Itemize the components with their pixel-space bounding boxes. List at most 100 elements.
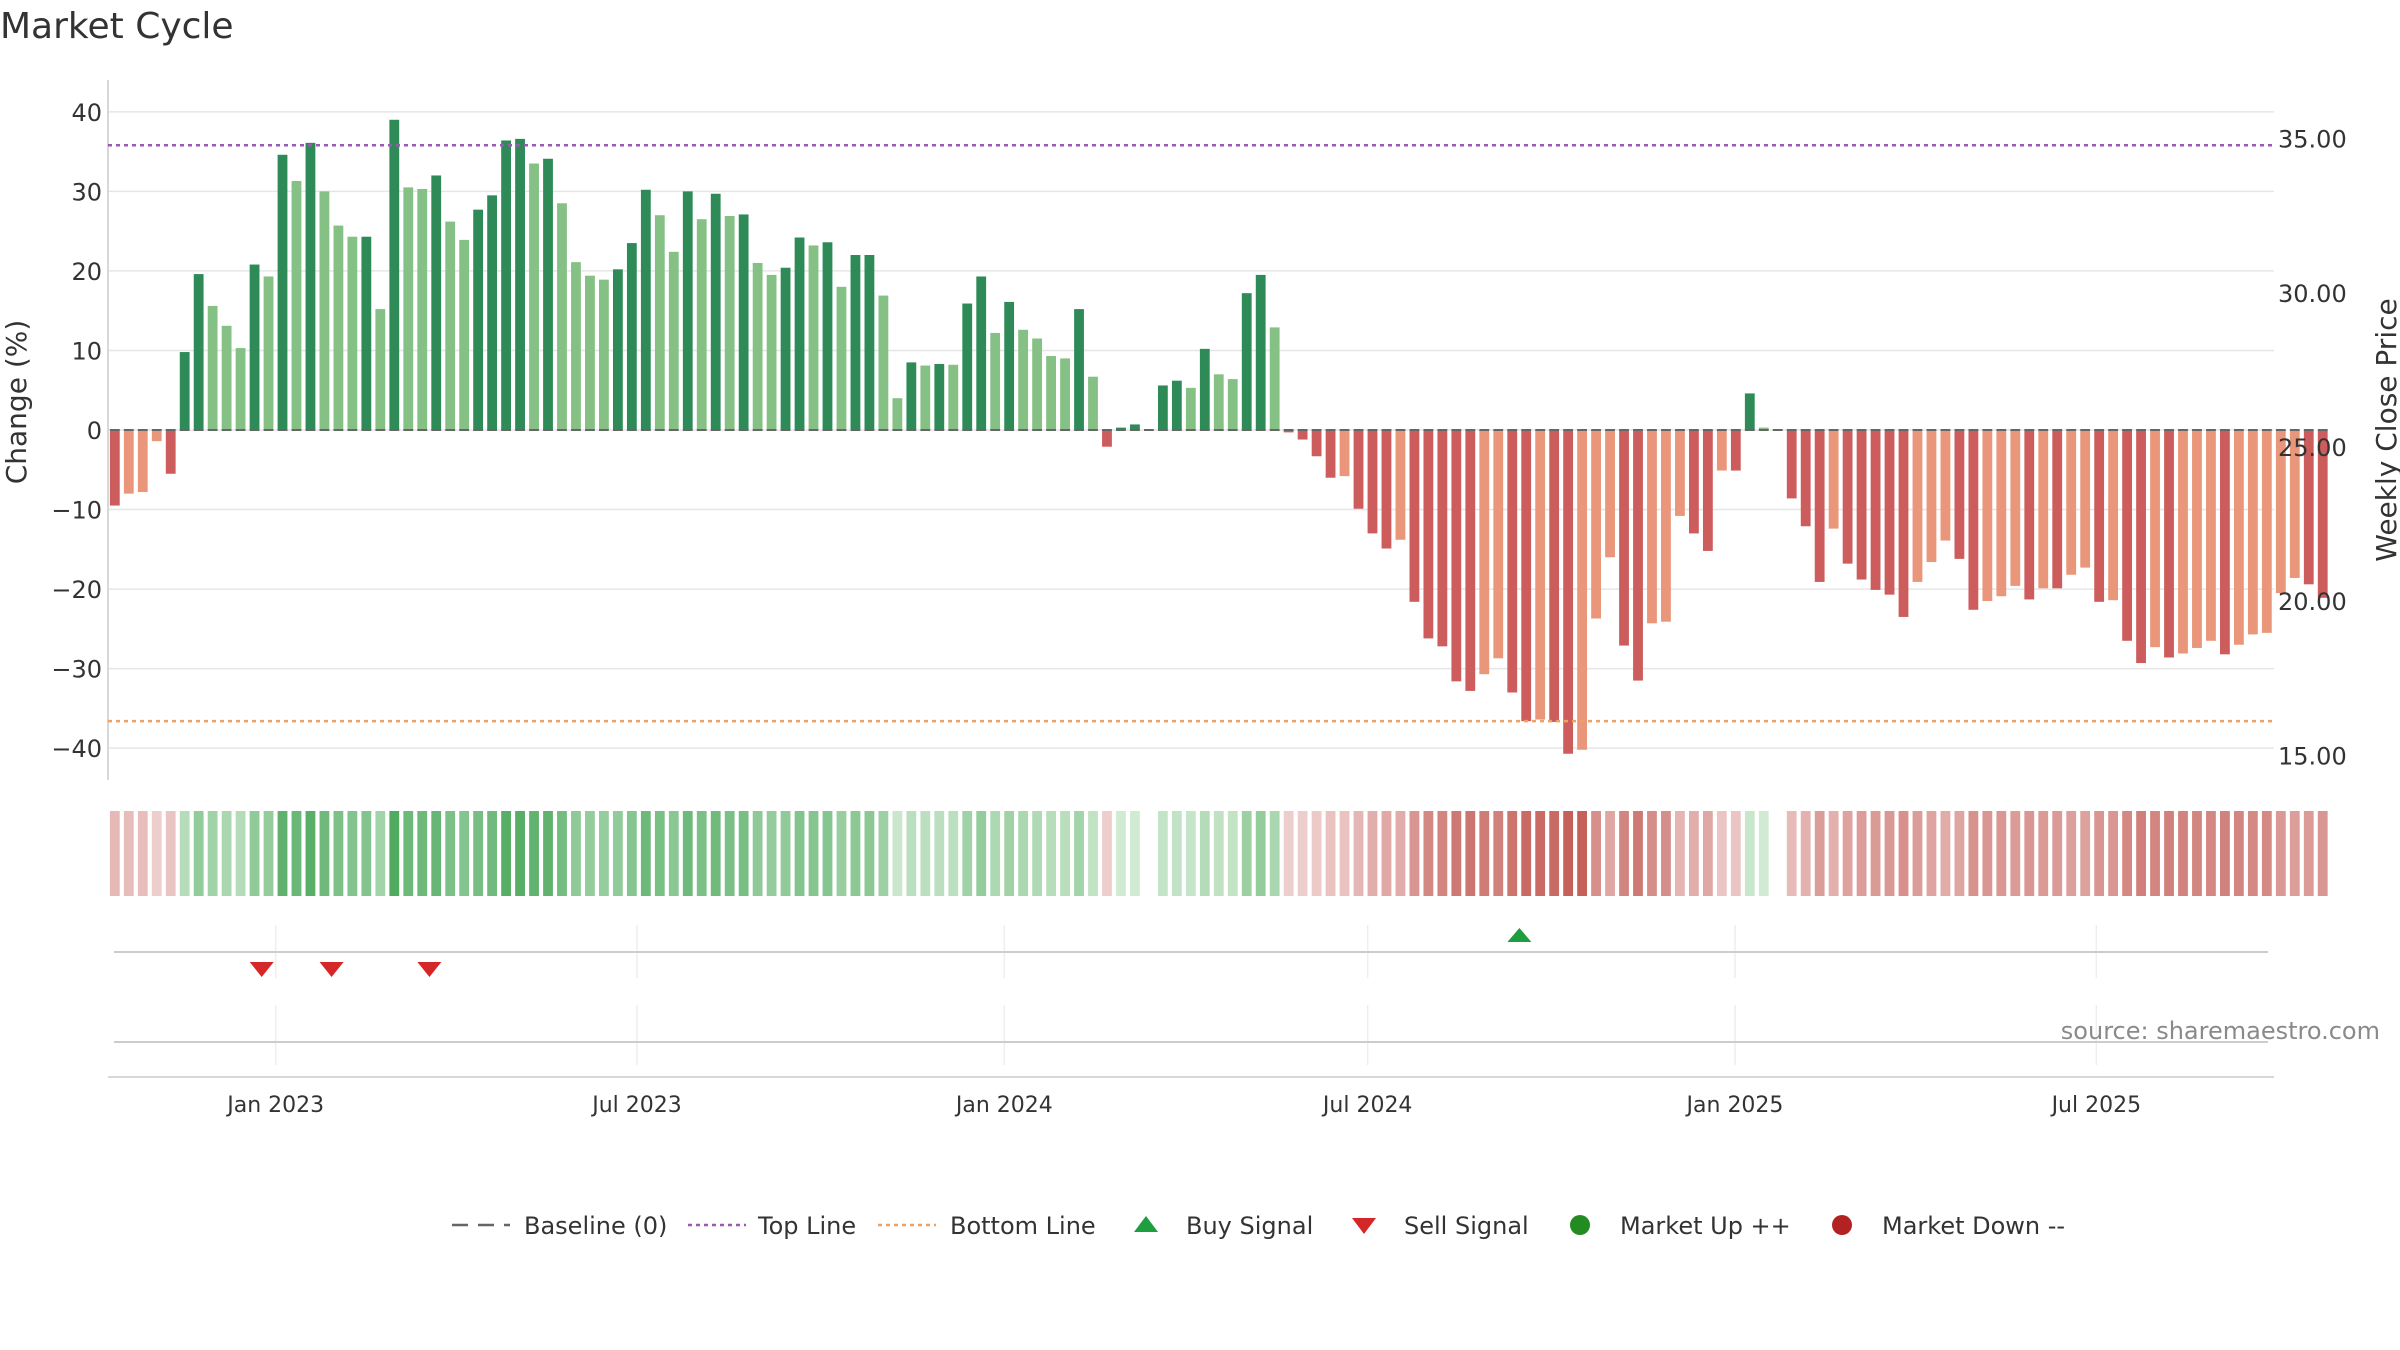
heat-cell	[585, 811, 595, 896]
y2-axis-label: Weekly Close Price	[2370, 298, 2400, 561]
bar	[1786, 430, 1797, 499]
heat-cell	[333, 811, 344, 896]
legend-label: Market Up ++	[1620, 1212, 1791, 1240]
heat-cell	[1619, 811, 1629, 896]
bar	[2178, 430, 2188, 654]
source-note: source: sharemaestro.com	[2061, 1017, 2380, 1045]
bar	[696, 219, 707, 430]
legend-swatch	[1352, 1218, 1376, 1234]
bar	[557, 203, 567, 430]
bar	[1116, 427, 1126, 430]
buy-signal-marker	[1507, 928, 1532, 942]
bar	[1046, 356, 1056, 430]
bar	[1130, 424, 1140, 430]
bar	[2275, 430, 2286, 594]
bar	[1563, 430, 1574, 754]
heat-cell	[347, 811, 358, 896]
heat-cell	[1046, 811, 1056, 896]
heat-cell	[962, 811, 973, 896]
heat-cell	[2024, 811, 2035, 896]
heat-cell	[123, 811, 134, 896]
heat-cell	[1605, 811, 1615, 896]
bar	[1633, 430, 1643, 681]
heat-cell	[1507, 811, 1518, 896]
heat-cell	[207, 811, 218, 896]
bar	[1619, 430, 1629, 646]
bar	[2220, 430, 2230, 655]
bar	[2024, 430, 2035, 600]
y-tick-label: 0	[87, 417, 102, 445]
bar	[920, 365, 931, 430]
sell-signal-marker	[319, 962, 344, 977]
bar	[2052, 430, 2063, 589]
legend-label: Sell Signal	[1404, 1212, 1529, 1240]
y-tick-label: −40	[51, 735, 102, 763]
legend-swatch	[1832, 1215, 1852, 1235]
heat-cell	[1185, 811, 1196, 896]
bar	[1688, 430, 1699, 534]
heat-cell	[1227, 811, 1238, 896]
heat-cell	[1437, 811, 1448, 896]
bar	[1884, 430, 1895, 595]
bar	[2192, 430, 2202, 648]
heat-cell	[1828, 811, 1839, 896]
heat-cell	[1633, 811, 1643, 896]
bar	[431, 175, 442, 430]
heat-cell	[2192, 811, 2202, 896]
heat-cell	[2080, 811, 2091, 896]
bar	[1591, 430, 1601, 619]
heat-cell	[1116, 811, 1126, 896]
legend-item: Sell Signal	[1352, 1212, 1529, 1240]
heat-cell	[2178, 811, 2188, 896]
bar	[151, 430, 162, 442]
bar	[1157, 385, 1168, 430]
heat-cell	[235, 811, 246, 896]
heat-cell	[1591, 811, 1601, 896]
bar	[934, 363, 945, 430]
bar	[1479, 430, 1490, 675]
heat-cell	[1493, 811, 1504, 896]
heat-cell	[1213, 811, 1224, 896]
heat-cell	[822, 811, 833, 896]
bar	[808, 245, 819, 430]
x-tick-label: Jan 2024	[954, 1093, 1053, 1118]
x-tick-label: Jul 2024	[1321, 1093, 1413, 1118]
heat-cell	[1744, 811, 1755, 896]
bar	[571, 262, 581, 430]
bar	[1311, 430, 1322, 457]
bar	[207, 305, 218, 430]
bar	[2261, 430, 2272, 633]
bar	[1437, 430, 1448, 647]
heat-cell	[2066, 811, 2077, 896]
heat-cell	[1884, 811, 1895, 896]
heat-cell	[1549, 811, 1560, 896]
bar	[1828, 430, 1839, 529]
bar	[2289, 430, 2300, 578]
x-tick-label: Jan 2023	[225, 1093, 324, 1118]
heat-cell	[892, 811, 903, 896]
heat-cell	[2303, 811, 2314, 896]
heat-cell	[543, 811, 553, 896]
bar	[612, 269, 623, 430]
heat-cell	[1730, 811, 1741, 896]
bar-series	[109, 119, 2328, 754]
heat-cell	[1032, 811, 1043, 896]
heat-cell	[2150, 811, 2160, 896]
heat-cell	[2108, 811, 2119, 896]
bar	[2247, 430, 2258, 635]
bar	[1675, 430, 1685, 516]
bar	[291, 181, 302, 430]
heat-cell	[389, 811, 400, 896]
legend-item: Baseline (0)	[452, 1212, 667, 1240]
bar	[2108, 430, 2119, 601]
heat-cell	[2289, 811, 2300, 896]
bar	[1227, 379, 1238, 430]
heat-cell	[1926, 811, 1937, 896]
bar	[109, 430, 120, 506]
bar	[473, 209, 484, 430]
heat-cell	[1577, 811, 1588, 896]
heat-cell	[836, 811, 847, 896]
heat-cell	[2122, 811, 2132, 896]
heat-cell	[2261, 811, 2272, 896]
y-axis-ticks: 40 30 20 10 0 −10 −20 −30 −40	[51, 99, 102, 763]
